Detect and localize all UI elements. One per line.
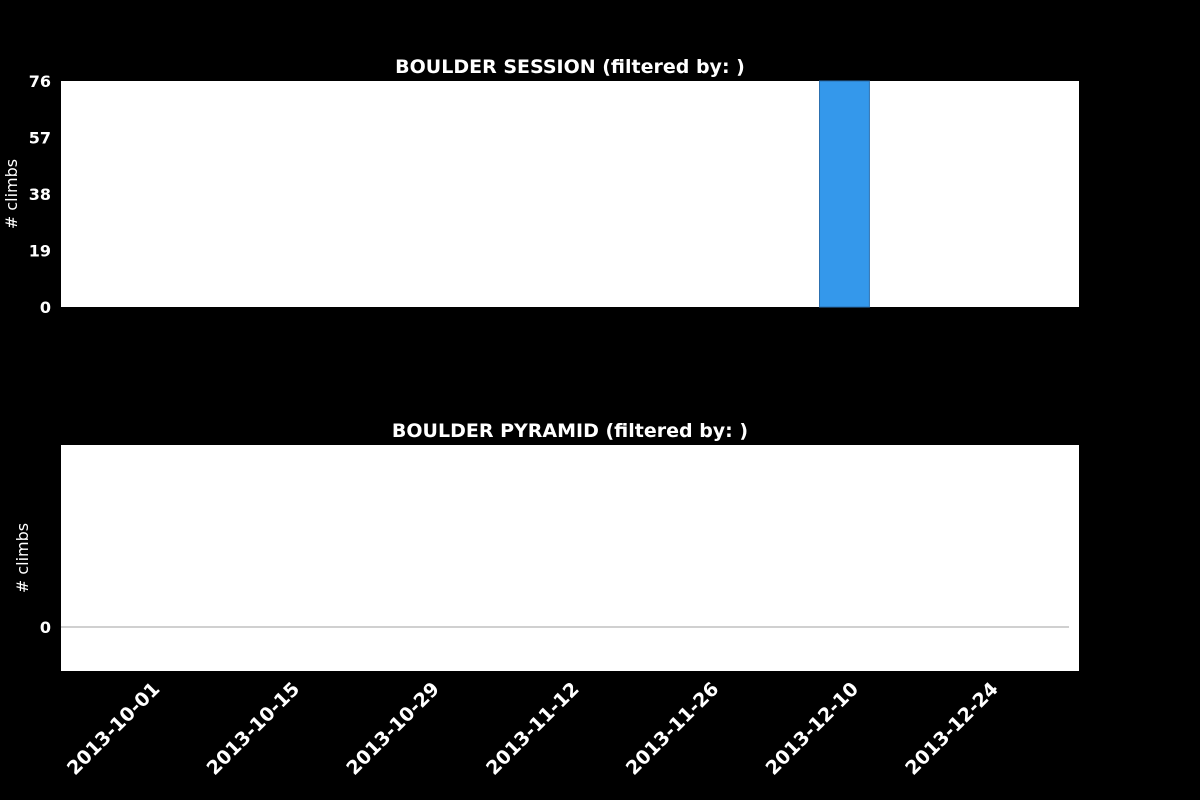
session-y-tick-label: 38 — [29, 185, 51, 204]
session-chart-title: BOULDER SESSION (filtered by: ) — [395, 56, 745, 78]
x-axis-ticks: 2013-10-01 2013-10-15 2013-10-29 2013-11-12… — [63, 678, 1003, 780]
x-tick-label: 2013-10-15 — [203, 678, 305, 780]
pyramid-chart-title: BOULDER PYRAMID (filtered by: ) — [392, 420, 748, 442]
session-y-tick-label: 57 — [29, 129, 51, 148]
session-y-tick-label: 19 — [29, 242, 51, 261]
pyramid-y-ticks: 0 — [40, 618, 51, 637]
session-chart: BOULDER SESSION (filtered by: ) 0 19 38 57 7… — [2, 56, 1079, 317]
pyramid-y-axis-label: # climbs — [13, 523, 32, 593]
session-bars — [819, 80, 870, 308]
x-tick-label: 2013-10-01 — [63, 678, 165, 780]
x-tick-label: 2013-10-29 — [342, 678, 444, 780]
x-tick-label: 2013-12-10 — [762, 678, 864, 780]
x-tick-label: 2013-12-24 — [901, 678, 1003, 780]
pyramid-y-tick-label: 0 — [40, 618, 51, 637]
x-tick-label: 2013-11-12 — [482, 678, 584, 780]
pyramid-chart: BOULDER PYRAMID (filtered by: ) 0 # clim… — [13, 420, 1079, 671]
pyramid-plot-area — [61, 445, 1079, 671]
x-tick-label: 2013-11-26 — [622, 678, 724, 780]
session-bar — [819, 80, 870, 308]
session-y-ticks: 0 19 38 57 76 — [29, 72, 51, 317]
session-plot-area — [61, 81, 1079, 307]
session-y-tick-label: 76 — [29, 72, 51, 91]
session-y-tick-label: 0 — [40, 298, 51, 317]
session-y-axis-label: # climbs — [2, 159, 21, 229]
